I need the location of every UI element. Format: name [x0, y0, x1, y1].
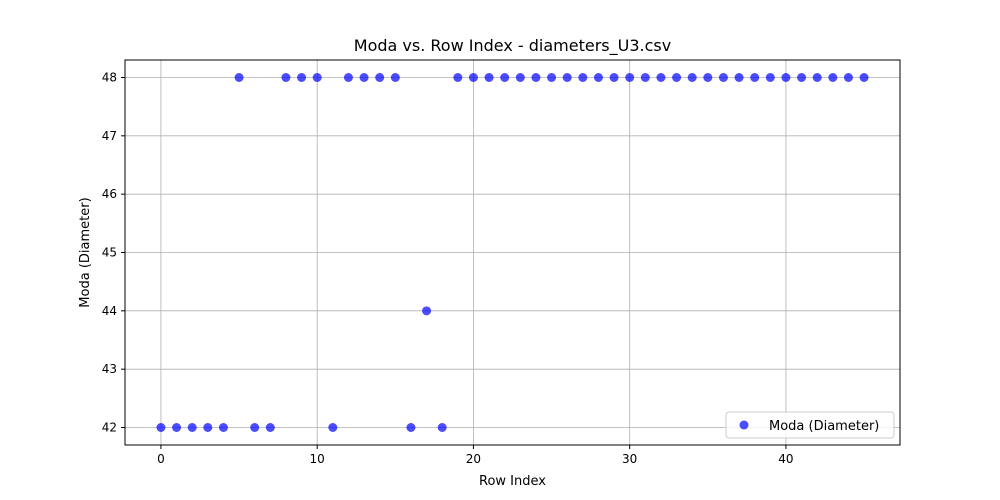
data-point: [828, 73, 838, 82]
data-point: [531, 73, 541, 82]
y-axis-label: Moda (Diameter): [78, 197, 93, 307]
data-point: [250, 423, 260, 432]
legend-marker: [739, 420, 749, 430]
data-point: [234, 73, 244, 82]
x-tick-label: 30: [622, 452, 637, 466]
data-point: [609, 73, 619, 82]
legend: Moda (Diameter): [725, 411, 895, 439]
ticks-layer: 0 10 20 30 40 42 43 44 45 46 47 48: [102, 71, 794, 467]
data-point: [578, 73, 588, 82]
data-point: [765, 73, 775, 82]
data-point: [172, 423, 182, 432]
y-tick-label: 45: [102, 246, 117, 260]
grid-layer: [125, 60, 900, 445]
data-point: [672, 73, 682, 82]
x-tick-label: 10: [310, 452, 325, 466]
data-point: [812, 73, 822, 82]
legend-label: Moda (Diameter): [769, 419, 879, 434]
data-point: [468, 73, 478, 82]
data-point: [625, 73, 635, 82]
x-tick-label: 0: [157, 452, 165, 466]
data-point: [375, 73, 385, 82]
x-axis-label: Row Index: [479, 474, 546, 489]
y-tick-label: 43: [102, 362, 117, 376]
data-point: [328, 423, 338, 432]
data-point: [437, 423, 447, 432]
data-point: [593, 73, 603, 82]
x-tick-label: 20: [466, 452, 481, 466]
data-point: [484, 73, 494, 82]
x-tick-label: 40: [778, 452, 793, 466]
data-point: [406, 423, 416, 432]
data-point: [390, 73, 400, 82]
data-point: [781, 73, 791, 82]
data-point: [750, 73, 760, 82]
data-point: [640, 73, 650, 82]
data-point: [843, 73, 853, 82]
data-point: [203, 423, 213, 432]
data-point: [187, 423, 197, 432]
y-tick-label: 47: [102, 129, 117, 143]
data-point: [547, 73, 557, 82]
data-point: [734, 73, 744, 82]
data-point: [718, 73, 728, 82]
data-point: [500, 73, 510, 82]
points-layer: [156, 73, 869, 432]
data-point: [281, 73, 291, 82]
y-tick-label: 44: [102, 304, 117, 318]
data-point: [453, 73, 463, 82]
data-point: [687, 73, 697, 82]
y-tick-label: 42: [102, 421, 117, 435]
y-tick-label: 46: [102, 187, 117, 201]
data-point: [797, 73, 807, 82]
legend-box: [725, 411, 895, 439]
data-point: [703, 73, 713, 82]
chart-title: Moda vs. Row Index - diameters_U3.csv: [354, 36, 671, 56]
data-point: [218, 423, 228, 432]
data-point: [297, 73, 307, 82]
data-point: [156, 423, 166, 432]
data-point: [515, 73, 525, 82]
data-point: [562, 73, 572, 82]
y-tick-label: 48: [102, 71, 117, 85]
data-point: [859, 73, 869, 82]
data-point: [265, 423, 275, 432]
data-point: [343, 73, 353, 82]
data-point: [359, 73, 369, 82]
data-point: [422, 306, 432, 316]
data-point: [312, 73, 322, 82]
data-point: [656, 73, 666, 82]
